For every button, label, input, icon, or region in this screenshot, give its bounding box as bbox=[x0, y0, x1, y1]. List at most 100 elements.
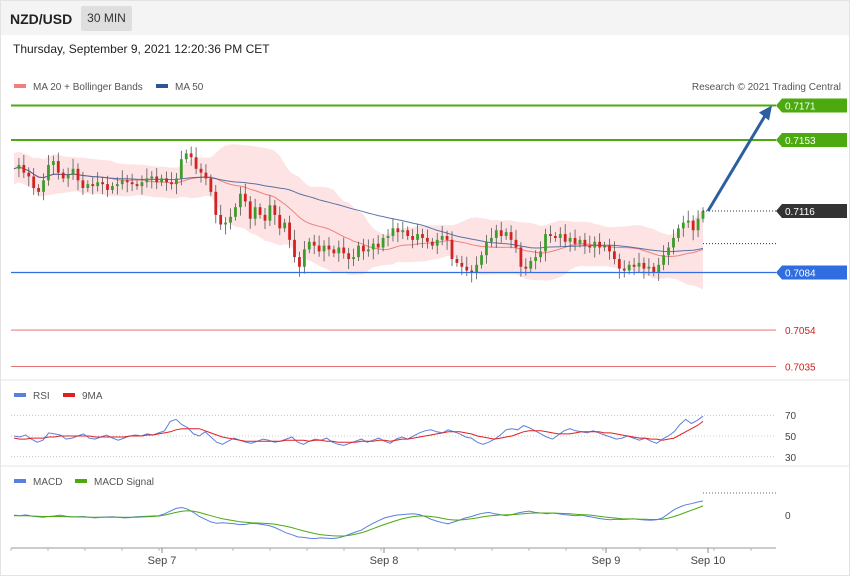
candle-down bbox=[37, 188, 41, 192]
candle-down bbox=[549, 234, 552, 236]
level-tag bbox=[776, 265, 847, 280]
candle-down bbox=[499, 230, 503, 236]
candle-down bbox=[376, 243, 380, 248]
candle-up bbox=[416, 234, 419, 240]
candle-up bbox=[357, 245, 360, 258]
ma50-line bbox=[13, 166, 704, 253]
x-tick-label: Sep 10 bbox=[691, 555, 726, 567]
candle-up bbox=[322, 245, 326, 252]
candle-up bbox=[672, 237, 675, 248]
candle-up bbox=[593, 241, 597, 248]
candle-up bbox=[386, 236, 390, 238]
candle-down bbox=[583, 239, 587, 246]
candle-down bbox=[81, 180, 85, 188]
candle-down bbox=[411, 236, 415, 240]
level-label-0.7054: 0.7054 bbox=[785, 326, 816, 337]
candle-up bbox=[637, 262, 641, 267]
candle-down bbox=[32, 176, 36, 188]
candle-up bbox=[529, 260, 533, 269]
candle-down bbox=[194, 157, 198, 169]
legend-swatch-macd bbox=[14, 479, 26, 483]
candle-up bbox=[534, 257, 538, 261]
candle-down bbox=[214, 191, 218, 215]
candle-up bbox=[686, 220, 690, 223]
candle-up bbox=[111, 186, 114, 190]
candle-down bbox=[204, 172, 208, 179]
rsi-panel: 70 50 30 bbox=[11, 411, 797, 464]
legend-swatch-ma20 bbox=[14, 84, 26, 88]
candle-up bbox=[558, 234, 562, 238]
candle-down bbox=[170, 182, 173, 185]
candle-up bbox=[662, 255, 666, 265]
candle-down bbox=[263, 214, 267, 221]
candle-down bbox=[598, 241, 602, 248]
candle-down bbox=[642, 262, 646, 269]
candle-down bbox=[130, 182, 134, 185]
candle-down bbox=[106, 184, 109, 190]
legend-label-ma50: MA 50 bbox=[175, 82, 204, 93]
macd-signal-line bbox=[14, 505, 704, 537]
candle-up bbox=[229, 216, 232, 223]
candle-down bbox=[396, 228, 400, 233]
x-axis: Sep 7 Sep 8 Sep 9 Sep 10 bbox=[10, 548, 752, 567]
candle-up bbox=[145, 178, 149, 183]
macd-line bbox=[13, 500, 704, 540]
candle-up bbox=[66, 174, 70, 179]
candle-down bbox=[563, 234, 567, 242]
candle-down bbox=[470, 270, 474, 273]
candle-up bbox=[140, 182, 144, 187]
credit-text: Research © 2021 Trading Central bbox=[692, 82, 841, 93]
candle-down bbox=[312, 241, 316, 246]
legend-label-macd-signal: MACD Signal bbox=[94, 477, 154, 488]
candle-up bbox=[175, 178, 178, 185]
symbol-title: NZD/USD bbox=[10, 11, 73, 27]
candle-down bbox=[342, 247, 346, 254]
candle-down bbox=[22, 164, 26, 173]
candle-up bbox=[475, 264, 479, 273]
candle-up bbox=[544, 234, 547, 252]
price-panel: 0.7171 0.7153 0.7116 0.7084 0.7054 0.7035 bbox=[11, 98, 847, 374]
candle-down bbox=[101, 182, 104, 185]
candle-down bbox=[243, 193, 247, 202]
candle-down bbox=[273, 205, 277, 215]
candle-up bbox=[224, 222, 228, 225]
legend-swatch-macd-signal bbox=[75, 479, 87, 483]
candle-up bbox=[494, 230, 498, 238]
rsi-tick-label: 50 bbox=[785, 432, 797, 443]
rsi-ma-line bbox=[13, 420, 704, 443]
rsi-line bbox=[13, 415, 704, 446]
candle-down bbox=[573, 237, 577, 244]
level-label-0.7084: 0.7084 bbox=[785, 268, 816, 279]
candle-up bbox=[42, 180, 45, 192]
candle-down bbox=[406, 230, 410, 236]
candle-down bbox=[189, 153, 193, 158]
candle-down bbox=[347, 253, 351, 260]
candle-up bbox=[307, 241, 311, 250]
candle-up bbox=[391, 228, 395, 236]
candle-down bbox=[332, 249, 336, 254]
level-tag bbox=[776, 98, 847, 113]
x-tick-label: Sep 9 bbox=[592, 555, 621, 567]
candle-up bbox=[627, 264, 631, 271]
candle-up bbox=[504, 232, 508, 236]
candle-up bbox=[657, 264, 661, 273]
candle-down bbox=[362, 245, 365, 252]
candle-up bbox=[71, 168, 75, 175]
legend-label-rsi: RSI bbox=[33, 391, 50, 402]
candle-up bbox=[371, 243, 375, 250]
forecast-arrow-head bbox=[759, 105, 772, 121]
candle-up bbox=[120, 180, 124, 185]
candle-down bbox=[327, 245, 331, 250]
candle-up bbox=[676, 228, 680, 238]
candle-up bbox=[568, 237, 572, 242]
legend-swatch-ma50 bbox=[156, 84, 168, 88]
candle-up bbox=[160, 178, 164, 183]
candle-down bbox=[588, 245, 592, 248]
candle-down bbox=[608, 245, 611, 252]
candle-up bbox=[234, 207, 237, 217]
candle-up bbox=[352, 257, 355, 260]
candle-down bbox=[76, 168, 80, 181]
candle-up bbox=[435, 239, 439, 246]
timeframe-badge[interactable]: 30 MIN bbox=[81, 6, 132, 31]
